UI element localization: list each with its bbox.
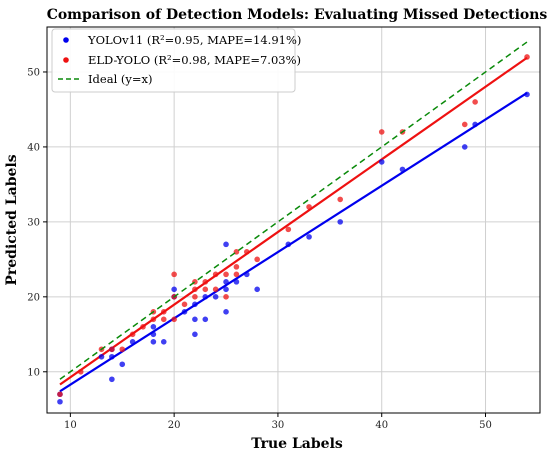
data-point-series-0 — [254, 286, 260, 293]
data-point-series-1 — [233, 271, 240, 278]
data-point-series-0 — [472, 121, 478, 128]
data-point-series-1 — [461, 121, 468, 128]
data-point-series-1 — [202, 279, 209, 285]
data-point-series-1 — [160, 316, 167, 323]
data-point-series-0 — [171, 286, 177, 293]
y-axis-label: Predicted Labels — [4, 154, 20, 285]
data-point-series-0 — [378, 159, 385, 165]
data-point-series-0 — [399, 166, 406, 173]
legend: YOLOv11 (R²=0.95, MAPE=14.91%) ELD-YOLO … — [51, 28, 301, 93]
legend-label-ideal: Ideal (y=x) — [88, 72, 153, 86]
data-point-series-0 — [223, 286, 229, 293]
data-point-series-1 — [119, 346, 126, 353]
data-point-series-0 — [192, 301, 198, 308]
data-point-series-0 — [285, 241, 292, 248]
x-axis-label: True Labels — [251, 436, 343, 452]
data-points — [57, 54, 530, 405]
data-point-series-0 — [212, 294, 219, 300]
data-point-series-0 — [223, 241, 229, 248]
fit-line-series-1 — [59, 56, 528, 386]
data-point-series-0 — [150, 324, 157, 330]
data-point-series-0 — [524, 91, 530, 98]
data-point-series-1 — [109, 346, 115, 353]
x-tick-label: 20 — [168, 420, 181, 431]
plot-frame — [46, 26, 541, 414]
data-point-series-1 — [129, 331, 136, 338]
data-point-series-0 — [160, 338, 167, 345]
chart-title: Comparison of Detection Models: Evaluati… — [47, 7, 548, 23]
data-point-series-1 — [254, 256, 260, 263]
data-point-series-1 — [306, 204, 312, 210]
data-point-series-1 — [243, 249, 250, 255]
axis-ticks: 10 20 30 40 50 10 20 30 40 50 — [27, 67, 492, 431]
legend-label-eld-yolo: ELD-YOLO (R²=0.98, MAPE=7.03%) — [88, 53, 301, 67]
data-point-series-0 — [181, 309, 188, 315]
data-point-series-1 — [223, 294, 229, 300]
ideal-line — [59, 41, 528, 380]
legend-marker-yolov11 — [63, 37, 69, 43]
x-tick-label: 10 — [64, 420, 77, 431]
data-point-series-0 — [461, 144, 468, 150]
data-point-series-1 — [524, 54, 530, 60]
data-point-series-0 — [119, 361, 126, 368]
data-point-series-0 — [223, 309, 229, 315]
y-tick-label: 20 — [27, 292, 40, 303]
data-point-series-0 — [243, 271, 250, 278]
data-point-series-1 — [212, 286, 219, 293]
legend-marker-eld-yolo — [63, 57, 69, 63]
data-point-series-1 — [202, 286, 209, 293]
data-point-series-0 — [337, 219, 344, 225]
data-point-series-0 — [150, 331, 157, 338]
data-point-series-0 — [109, 353, 115, 360]
data-point-series-1 — [378, 129, 385, 135]
data-point-series-1 — [171, 271, 177, 278]
fit-line-series-0 — [59, 92, 528, 393]
data-point-series-1 — [140, 324, 146, 330]
data-point-series-1 — [337, 196, 344, 203]
data-point-series-1 — [181, 301, 188, 308]
y-tick-label: 10 — [27, 367, 40, 378]
data-point-series-1 — [192, 294, 198, 300]
data-point-series-1 — [192, 286, 198, 293]
data-point-series-0 — [233, 279, 240, 285]
data-point-series-0 — [202, 316, 209, 323]
data-point-series-0 — [98, 353, 105, 360]
data-point-series-0 — [306, 234, 312, 240]
data-point-series-0 — [192, 316, 198, 323]
data-point-series-0 — [57, 398, 63, 405]
data-point-series-0 — [192, 331, 198, 338]
data-point-series-1 — [160, 309, 167, 315]
data-point-series-1 — [223, 271, 229, 278]
ideal-line-group — [59, 41, 528, 380]
data-point-series-0 — [129, 338, 136, 345]
data-point-series-1 — [171, 316, 177, 323]
data-point-series-1 — [285, 226, 292, 233]
data-point-series-1 — [57, 391, 63, 398]
y-tick-label: 30 — [27, 217, 40, 228]
y-tick-label: 50 — [27, 67, 40, 78]
y-tick-label: 40 — [27, 142, 40, 153]
data-point-series-1 — [150, 316, 157, 323]
data-point-series-1 — [77, 368, 84, 375]
fit-lines — [59, 56, 528, 393]
x-tick-label: 40 — [375, 420, 388, 431]
plot-area: 10 20 30 40 50 10 20 30 40 50 — [27, 26, 541, 431]
data-point-series-0 — [109, 376, 115, 383]
legend-label-yolov11: YOLOv11 (R²=0.95, MAPE=14.91%) — [87, 33, 301, 47]
x-tick-label: 30 — [272, 420, 285, 431]
data-point-series-0 — [223, 279, 229, 285]
data-point-series-0 — [202, 294, 209, 300]
data-point-series-1 — [212, 271, 219, 278]
data-point-series-1 — [472, 99, 478, 105]
legend-box — [51, 28, 296, 93]
data-point-series-1 — [233, 264, 240, 270]
x-tick-label: 50 — [479, 420, 492, 431]
data-point-series-0 — [150, 338, 157, 345]
